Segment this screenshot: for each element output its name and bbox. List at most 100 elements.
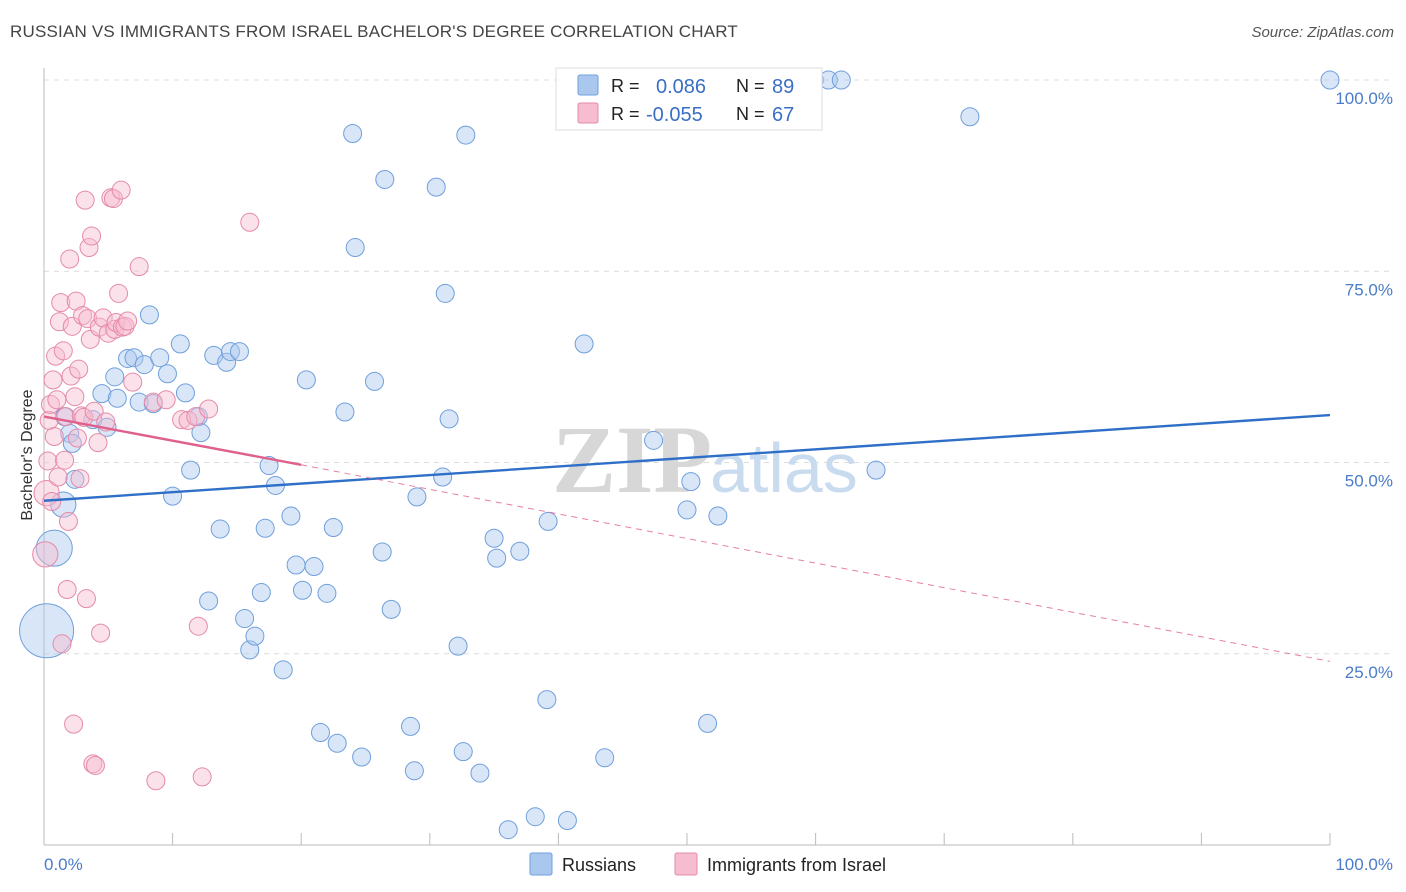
point-russians-13	[124, 348, 144, 368]
chart-source: Source: ZipAtlas.com	[1251, 24, 1394, 41]
legend-key-swatch-israel	[674, 852, 698, 876]
point-israel-40	[88, 433, 108, 453]
y-axis-label: Bachelor's Degree	[19, 389, 36, 520]
point-israel-60	[172, 410, 192, 430]
point-russians-64	[448, 636, 468, 656]
point-israel-50	[109, 283, 129, 303]
point-russians-23	[181, 460, 201, 480]
point-russians-32	[235, 609, 255, 629]
point-russians-74	[538, 511, 558, 531]
point-israel-42	[91, 623, 111, 643]
point-russians-82	[708, 506, 728, 526]
point-israel-55	[123, 372, 143, 392]
point-israel-59	[156, 390, 176, 410]
legend-r-value-russians: 0.086	[656, 76, 706, 98]
point-russians-77	[595, 748, 615, 768]
point-israel-39	[85, 755, 105, 775]
point-russians-71	[510, 541, 530, 561]
point-israel-7	[44, 426, 64, 446]
legend-r-label-israel: R =	[611, 104, 640, 124]
point-russians-31	[229, 342, 249, 362]
point-israel-19	[60, 249, 80, 269]
trend-line-russians	[43, 413, 1331, 502]
point-israel-26	[69, 359, 89, 379]
point-russians-76	[574, 334, 594, 354]
point-russians-43	[296, 370, 316, 390]
point-israel-25	[67, 428, 87, 448]
point-russians-29	[217, 352, 237, 372]
point-russians-42	[292, 580, 312, 600]
point-russians-67	[470, 763, 490, 783]
point-russians-10	[105, 367, 125, 387]
point-russians-86	[866, 460, 886, 480]
point-russians-56	[381, 599, 401, 619]
point-russians-88	[1320, 70, 1340, 90]
point-russians-39	[273, 660, 293, 680]
point-russians-14	[129, 392, 149, 412]
point-russians-12	[118, 348, 138, 368]
point-russians-37	[259, 456, 279, 476]
point-israel-30	[74, 407, 94, 427]
point-russians-53	[365, 371, 385, 391]
point-israel-63	[188, 616, 208, 636]
legend-r-label-russians: R =	[611, 76, 640, 96]
point-russians-60	[426, 177, 446, 197]
point-russians-36	[255, 518, 275, 538]
point-russians-6	[65, 469, 85, 489]
point-russians-66	[456, 125, 476, 145]
point-israel-53	[115, 316, 135, 336]
point-israel-17	[57, 579, 77, 599]
point-russians-46	[317, 583, 337, 603]
point-israel-11	[49, 312, 69, 332]
legend-key-label-israel: Immigrants from Israel	[707, 855, 886, 875]
point-russians-48	[327, 733, 347, 753]
point-russians-80	[681, 472, 701, 492]
y-tick-label-1: 50.0%	[1345, 472, 1393, 491]
point-russians-41	[286, 555, 306, 575]
point-israel-43	[93, 308, 113, 328]
point-israel-56	[129, 257, 149, 277]
legend-n-value-israel: 67	[772, 104, 794, 126]
legend-stats: R = 0.086 N = 89 R = -0.055 N = 67	[555, 67, 823, 131]
point-russians-40	[281, 506, 301, 526]
point-israel-32	[76, 589, 96, 609]
point-russians-28	[210, 519, 230, 539]
point-russians-50	[343, 124, 363, 144]
legend-key-swatch-russians	[529, 852, 553, 876]
legend-stats-box	[555, 67, 823, 131]
point-russians-55	[375, 169, 395, 189]
point-israel-31	[75, 190, 95, 210]
point-israel-21	[62, 316, 82, 336]
point-russians-16	[139, 305, 159, 325]
point-israel-15	[55, 450, 75, 470]
point-russians-81	[698, 713, 718, 733]
point-israel-9	[47, 390, 67, 410]
point-israel-27	[70, 469, 90, 489]
axes	[43, 68, 1331, 846]
point-israel-2	[38, 451, 58, 471]
series-russians-points	[19, 70, 1340, 840]
y-tick-labels: 25.0% 50.0% 75.0% 100.0%	[1335, 89, 1393, 682]
point-israel-22	[64, 714, 84, 734]
point-russians-73	[537, 690, 557, 710]
point-russians-85	[831, 70, 851, 90]
point-israel-54	[118, 311, 138, 331]
watermark-atlas: atlas	[710, 429, 858, 507]
point-israel-20	[61, 366, 81, 386]
point-israel-51	[111, 180, 131, 200]
point-russians-61	[433, 467, 453, 487]
point-russians-52	[352, 747, 372, 767]
point-russians-0	[19, 603, 75, 659]
point-russians-8	[92, 384, 112, 404]
point-israel-14	[53, 341, 73, 361]
point-israel-24	[66, 291, 86, 311]
point-russians-49	[335, 402, 355, 422]
chart-title: RUSSIAN VS IMMIGRANTS FROM ISRAEL BACHEL…	[10, 22, 739, 41]
point-russians-63	[439, 409, 459, 429]
point-israel-6	[43, 370, 63, 390]
point-russians-69	[487, 548, 507, 568]
legend-swatch-russians	[577, 74, 599, 96]
point-russians-70	[498, 820, 518, 840]
point-russians-57	[401, 716, 421, 736]
point-russians-26	[199, 591, 219, 611]
